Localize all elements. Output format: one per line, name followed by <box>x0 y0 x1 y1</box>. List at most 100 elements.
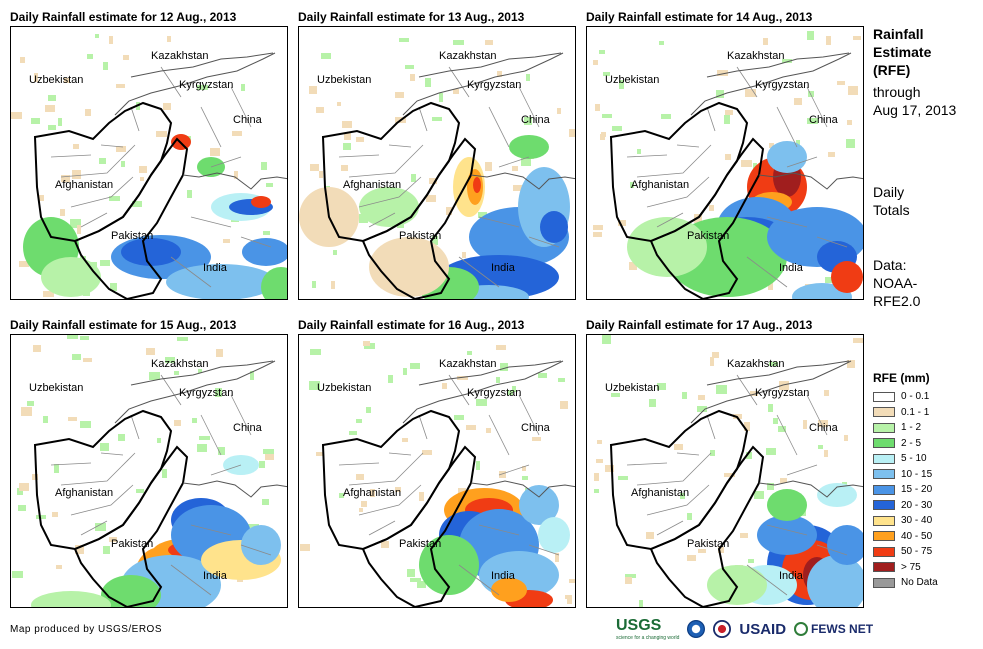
rain-speckle <box>167 36 171 42</box>
rain-speckle <box>818 420 828 427</box>
rain-speckle <box>100 260 110 266</box>
rain-area <box>707 565 767 605</box>
rain-speckle <box>67 335 78 339</box>
rain-speckle <box>410 578 421 582</box>
rain-speckle <box>72 170 81 179</box>
rain-speckle <box>597 440 602 444</box>
province-boundary <box>240 236 272 248</box>
china-border <box>114 360 276 424</box>
rain-speckle <box>241 84 245 91</box>
country-label-uzbekistan: Uzbekistan <box>29 74 83 86</box>
rain-speckle <box>457 376 468 380</box>
country-label-india: India <box>779 262 804 274</box>
rain-speckle <box>17 488 23 495</box>
rain-speckle <box>265 454 274 460</box>
rain-area <box>817 483 857 507</box>
province-boundary <box>358 484 422 516</box>
province-boundary <box>766 216 808 228</box>
rain-area <box>827 525 863 565</box>
rain-speckle <box>197 444 207 452</box>
legend-swatch <box>873 531 895 542</box>
rain-area <box>519 485 559 525</box>
rain-speckle <box>712 352 719 358</box>
rain-speckle <box>446 207 452 215</box>
afghanistan-border <box>321 409 461 551</box>
panel-title: Daily Rainfall estimate for 14 Aug., 201… <box>586 10 813 24</box>
province-boundary <box>200 106 222 148</box>
legend-label: 0.1 - 1 <box>901 406 930 418</box>
province-boundary <box>358 176 422 208</box>
rain-speckle <box>526 74 530 81</box>
rain-area <box>757 515 817 555</box>
rain-speckle <box>343 143 351 150</box>
legend-item: No Data <box>873 575 938 591</box>
rain-speckle <box>773 418 778 424</box>
rain-speckle <box>405 65 414 69</box>
rain-speckle <box>569 579 575 583</box>
rain-speckle <box>32 474 38 480</box>
side-title: Rainfall Estimate (RFE) <box>873 25 931 79</box>
rain-speckle <box>85 109 91 116</box>
rain-speckle <box>146 348 155 355</box>
fews-logo-text: FEWS NET <box>811 622 874 636</box>
rain-speckle <box>513 185 523 191</box>
rain-speckle <box>61 175 70 182</box>
country-label-afghanistan: Afghanistan <box>55 487 113 499</box>
province-boundary <box>816 236 848 248</box>
rain-speckle <box>321 53 331 59</box>
rain-speckle <box>381 541 389 548</box>
legend-item: 0.1 - 1 <box>873 405 938 421</box>
rain-speckle <box>454 415 464 420</box>
rain-speckle <box>234 171 238 179</box>
country-label-kyrgyzstan: Kyrgyzstan <box>467 79 521 91</box>
rain-speckle <box>593 225 603 230</box>
rain-speckle <box>109 36 113 44</box>
rain-speckle <box>807 118 818 124</box>
rain-speckle <box>174 371 179 375</box>
rain-area <box>251 196 271 208</box>
panel-title: Daily Rainfall estimate for 12 Aug., 201… <box>10 10 237 24</box>
rain-speckle <box>116 84 125 88</box>
country-label-pakistan: Pakistan <box>399 538 441 550</box>
rain-speckle <box>750 391 758 396</box>
legend-label: 5 - 10 <box>901 453 927 465</box>
rain-speckle <box>593 60 598 65</box>
rain-speckle <box>639 600 643 607</box>
rainfall-map: Kazakhstan Uzbekistan Kyrgyzstan China Afgha… <box>298 334 576 608</box>
rain-speckle <box>709 205 714 211</box>
legend-item: 2 - 5 <box>873 436 938 452</box>
rain-speckle <box>725 110 733 115</box>
rain-speckle <box>266 183 273 187</box>
rain-speckle <box>744 422 750 431</box>
province-boundary <box>656 520 684 536</box>
legend-item: 5 - 10 <box>873 451 938 467</box>
legend-item: 10 - 15 <box>873 467 938 483</box>
rain-speckle <box>223 239 230 243</box>
province-boundary <box>338 462 380 466</box>
rain-speckle <box>177 337 188 341</box>
side-through: through <box>873 84 921 100</box>
province-boundary <box>348 466 410 486</box>
rain-speckle <box>218 447 225 455</box>
rain-speckle <box>847 360 855 368</box>
legend-label: 2 - 5 <box>901 437 922 449</box>
country-label-india: India <box>203 570 228 582</box>
rain-speckle <box>359 508 363 512</box>
country-label-china: China <box>521 114 551 126</box>
rainfall-map: Kazakhstan Uzbekistan Kyrgyzstan China Afgha… <box>586 334 864 608</box>
province-boundary <box>408 144 424 160</box>
pakistan-border <box>649 445 765 607</box>
rain-speckle <box>763 38 768 45</box>
kazakhstan-border <box>706 52 850 78</box>
province-boundary <box>100 144 124 148</box>
country-label-uzbekistan: Uzbekistan <box>605 382 659 394</box>
rain-speckle <box>496 345 506 350</box>
country-label-kazakhstan: Kazakhstan <box>151 50 208 62</box>
rain-speckle <box>618 476 628 480</box>
rain-speckle <box>198 369 202 373</box>
panel-title: Daily Rainfall estimate for 15 Aug., 201… <box>10 318 237 332</box>
province-boundary <box>806 394 828 436</box>
rain-speckle <box>780 478 787 483</box>
legend-label: 0 - 0.1 <box>901 391 930 403</box>
legend-label: 20 - 30 <box>901 499 933 511</box>
